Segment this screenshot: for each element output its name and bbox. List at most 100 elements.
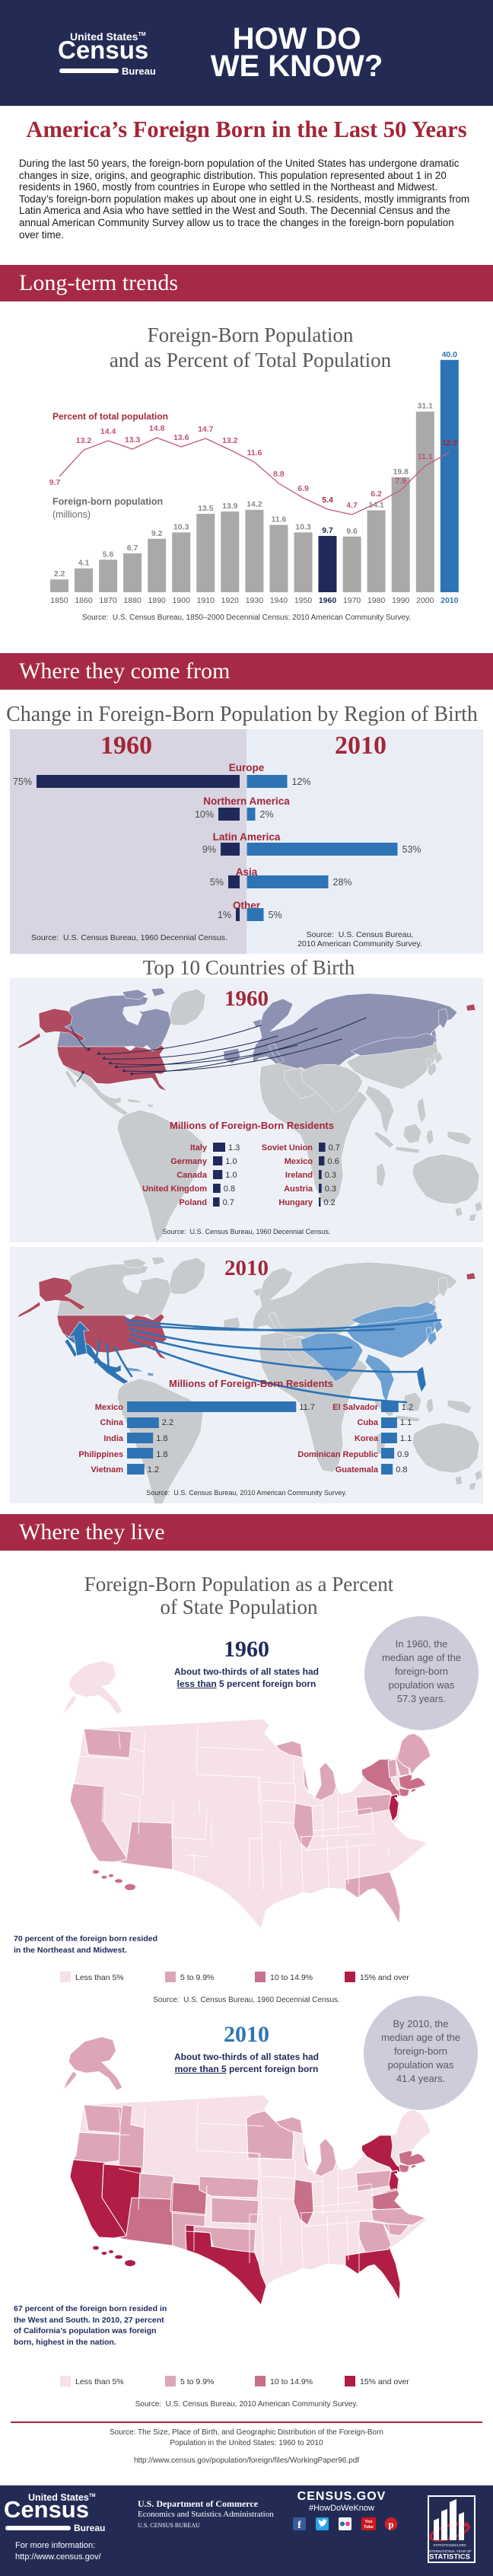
svg-text:4.7: 4.7 <box>346 501 358 510</box>
svg-text:p: p <box>389 2520 394 2530</box>
svg-text:1.0: 1.0 <box>225 1157 237 1166</box>
svg-text:13.6: 13.6 <box>173 433 189 442</box>
svg-text:Philippines: Philippines <box>78 1450 123 1459</box>
svg-text:8.8: 8.8 <box>273 470 285 479</box>
svg-text:1%: 1% <box>218 910 231 920</box>
svg-text:Italy: Italy <box>190 1143 208 1153</box>
svg-text:2010 American Community Survey: 2010 American Community Survey. <box>297 939 422 948</box>
svg-text:1980: 1980 <box>367 596 386 605</box>
svg-text:9.7: 9.7 <box>49 478 61 487</box>
svg-text:12%: 12% <box>292 776 311 787</box>
svg-text:14.8: 14.8 <box>149 424 165 433</box>
svg-text:Millions of Foreign-Born Resid: Millions of Foreign-Born Residents <box>170 1120 334 1131</box>
svg-text:0.8: 0.8 <box>224 1184 235 1194</box>
svg-text:Guatemala: Guatemala <box>336 1465 379 1475</box>
svg-text:Germany: Germany <box>170 1157 208 1166</box>
svg-text:Hungary: Hungary <box>278 1198 313 1207</box>
svg-text:9.7: 9.7 <box>322 526 333 535</box>
svg-text:2.2: 2.2 <box>162 1418 173 1427</box>
svg-text:2000: 2000 <box>416 596 434 605</box>
svg-text:4.1: 4.1 <box>78 559 90 568</box>
svg-text:Canada: Canada <box>177 1171 208 1180</box>
svg-text:5%: 5% <box>269 910 282 920</box>
svg-text:40.0: 40.0 <box>442 350 458 359</box>
svg-text:0.2: 0.2 <box>324 1198 336 1207</box>
svg-text:Soviet Union: Soviet Union <box>262 1143 313 1153</box>
svg-text:1900: 1900 <box>173 596 191 605</box>
svg-text:Dominican Republic: Dominican Republic <box>297 1450 378 1459</box>
svg-text:10.3: 10.3 <box>173 522 189 531</box>
svg-text:1.2: 1.2 <box>148 1465 159 1475</box>
svg-text:Austria: Austria <box>284 1184 313 1194</box>
svg-text:11.6: 11.6 <box>247 448 262 457</box>
svg-text:Vietnam: Vietnam <box>91 1465 123 1475</box>
svg-text:11.6: 11.6 <box>271 515 286 524</box>
svg-text:Source: U.S. Census Bureau,: Source: U.S. Census Bureau, <box>307 930 414 939</box>
svg-text:Millions of Foreign-Born Resid: Millions of Foreign-Born Residents <box>169 1378 333 1389</box>
svg-text:0.3: 0.3 <box>325 1171 336 1180</box>
svg-text:STATISTICS: STATISTICS <box>429 2553 470 2562</box>
svg-text:1910: 1910 <box>197 596 215 605</box>
svg-text:1.1: 1.1 <box>400 1418 412 1427</box>
svg-text:5%: 5% <box>210 877 224 888</box>
svg-text:9.6: 9.6 <box>346 527 358 536</box>
svg-text:0.6: 0.6 <box>327 1157 339 1166</box>
svg-text:INTERNATIONAL YEAR OF: INTERNATIONAL YEAR OF <box>429 2549 472 2553</box>
svg-text:12.9: 12.9 <box>442 438 458 448</box>
svg-text:Cuba: Cuba <box>358 1418 379 1427</box>
svg-text:13.3: 13.3 <box>125 435 141 445</box>
svg-text:Asia: Asia <box>236 866 258 878</box>
svg-text:1.3: 1.3 <box>228 1143 240 1153</box>
svg-text:1990: 1990 <box>392 596 410 605</box>
svg-text:13.5: 13.5 <box>198 504 214 513</box>
svg-text:1850: 1850 <box>50 596 68 605</box>
svg-text:2010: 2010 <box>335 732 386 760</box>
svg-text:You: You <box>365 2520 373 2524</box>
svg-text:13.9: 13.9 <box>222 502 238 511</box>
svg-text:5.6: 5.6 <box>103 550 114 559</box>
svg-text:Source: U.S. Census Bureau, 1: Source: U.S. Census Bureau, 1960 Decenni… <box>31 933 227 942</box>
svg-text:1940: 1940 <box>270 596 288 605</box>
svg-text:1.8: 1.8 <box>156 1450 167 1459</box>
svg-text:0.9: 0.9 <box>397 1450 409 1459</box>
svg-text:1.1: 1.1 <box>400 1434 412 1443</box>
svg-text:1960: 1960 <box>100 732 152 760</box>
svg-text:1.2: 1.2 <box>402 1403 413 1412</box>
svg-text:2.2: 2.2 <box>54 569 65 579</box>
svg-text:1880: 1880 <box>123 596 142 605</box>
svg-text:Ireland: Ireland <box>285 1171 313 1180</box>
svg-text:1960: 1960 <box>319 596 337 605</box>
svg-text:0.3: 0.3 <box>325 1184 336 1194</box>
svg-text:Northern America: Northern America <box>203 795 290 807</box>
svg-text:China: China <box>100 1418 123 1427</box>
svg-text:2010: 2010 <box>224 1256 269 1280</box>
svg-text:1.8: 1.8 <box>156 1434 167 1443</box>
svg-text:Percent of total population: Percent of total population <box>52 411 168 422</box>
svg-text:2010: 2010 <box>441 596 459 605</box>
svg-text:7.9: 7.9 <box>395 477 406 486</box>
svg-text:United Kingdom: United Kingdom <box>142 1184 207 1194</box>
svg-text:11.1: 11.1 <box>418 452 433 461</box>
svg-text:1960: 1960 <box>224 987 269 1011</box>
svg-text:6.7: 6.7 <box>127 544 138 553</box>
svg-text:11.7: 11.7 <box>299 1403 315 1412</box>
svg-text:5.4: 5.4 <box>322 496 333 505</box>
svg-text:Foreign-born population: Foreign-born population <box>52 496 163 507</box>
svg-text:9.2: 9.2 <box>151 529 163 538</box>
svg-text:(millions): (millions) <box>52 509 91 520</box>
svg-text:STATISTICS2013.ORG: STATISTICS2013.ORG <box>433 2543 466 2547</box>
svg-text:10.3: 10.3 <box>295 522 311 531</box>
svg-text:Mexico: Mexico <box>95 1403 124 1412</box>
svg-text:14.2: 14.2 <box>247 500 262 509</box>
svg-text:14.7: 14.7 <box>198 425 214 434</box>
svg-text:14.4: 14.4 <box>100 427 116 436</box>
svg-text:19.8: 19.8 <box>393 467 409 477</box>
svg-text:Korea: Korea <box>355 1434 379 1443</box>
svg-text:13.2: 13.2 <box>222 436 238 445</box>
svg-text:1870: 1870 <box>99 596 117 605</box>
svg-text:Latin America: Latin America <box>213 831 281 843</box>
svg-text:6.9: 6.9 <box>297 484 309 493</box>
svg-text:Poland: Poland <box>179 1198 207 1207</box>
svg-text:10%: 10% <box>195 809 214 820</box>
svg-text:Source: U.S. Census Bureau, 1: Source: U.S. Census Bureau, 1960 Decenni… <box>162 1228 330 1235</box>
